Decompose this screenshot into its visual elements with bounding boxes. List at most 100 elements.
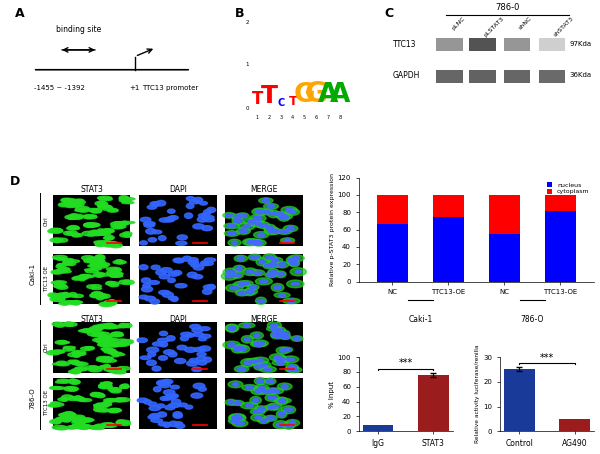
Ellipse shape bbox=[236, 227, 250, 234]
Ellipse shape bbox=[79, 277, 88, 280]
Ellipse shape bbox=[255, 389, 262, 393]
Ellipse shape bbox=[283, 348, 290, 352]
Ellipse shape bbox=[202, 213, 209, 218]
Ellipse shape bbox=[192, 367, 202, 371]
Ellipse shape bbox=[158, 338, 169, 342]
Ellipse shape bbox=[253, 271, 262, 275]
Ellipse shape bbox=[176, 241, 187, 245]
Ellipse shape bbox=[66, 261, 76, 266]
Ellipse shape bbox=[285, 424, 293, 427]
Ellipse shape bbox=[61, 341, 70, 344]
Ellipse shape bbox=[107, 243, 119, 247]
Ellipse shape bbox=[85, 366, 99, 369]
Ellipse shape bbox=[76, 420, 88, 422]
Ellipse shape bbox=[253, 410, 262, 414]
Ellipse shape bbox=[113, 261, 126, 264]
Ellipse shape bbox=[106, 281, 115, 285]
Ellipse shape bbox=[91, 328, 103, 331]
Ellipse shape bbox=[278, 262, 286, 267]
Ellipse shape bbox=[293, 256, 299, 261]
Ellipse shape bbox=[107, 209, 118, 212]
Ellipse shape bbox=[230, 415, 246, 421]
Ellipse shape bbox=[97, 229, 104, 232]
Ellipse shape bbox=[79, 330, 92, 332]
Ellipse shape bbox=[289, 260, 299, 267]
Ellipse shape bbox=[167, 217, 175, 221]
Ellipse shape bbox=[97, 196, 112, 200]
Ellipse shape bbox=[72, 233, 80, 237]
Ellipse shape bbox=[238, 291, 247, 295]
Ellipse shape bbox=[148, 415, 159, 419]
Ellipse shape bbox=[168, 278, 175, 282]
Ellipse shape bbox=[64, 202, 77, 205]
Ellipse shape bbox=[64, 418, 71, 421]
Ellipse shape bbox=[290, 368, 298, 371]
Text: Ctrl: Ctrl bbox=[44, 343, 49, 352]
Ellipse shape bbox=[98, 409, 110, 412]
Ellipse shape bbox=[177, 235, 187, 240]
Ellipse shape bbox=[251, 240, 263, 246]
Ellipse shape bbox=[161, 380, 173, 384]
Ellipse shape bbox=[287, 367, 302, 373]
Text: STAT3: STAT3 bbox=[80, 315, 103, 324]
Ellipse shape bbox=[91, 287, 101, 290]
Ellipse shape bbox=[290, 260, 296, 264]
Ellipse shape bbox=[288, 365, 296, 369]
Ellipse shape bbox=[98, 342, 112, 347]
Ellipse shape bbox=[83, 215, 97, 219]
Ellipse shape bbox=[255, 241, 263, 245]
Ellipse shape bbox=[225, 275, 233, 278]
Ellipse shape bbox=[185, 405, 193, 409]
Ellipse shape bbox=[262, 198, 269, 202]
Ellipse shape bbox=[251, 221, 265, 227]
Ellipse shape bbox=[284, 239, 292, 242]
Ellipse shape bbox=[95, 255, 104, 258]
Text: 36Kda: 36Kda bbox=[570, 72, 592, 78]
Ellipse shape bbox=[188, 260, 199, 265]
Ellipse shape bbox=[73, 203, 84, 207]
Ellipse shape bbox=[196, 356, 206, 361]
Ellipse shape bbox=[68, 370, 80, 373]
Ellipse shape bbox=[267, 273, 275, 277]
Ellipse shape bbox=[62, 413, 76, 417]
Ellipse shape bbox=[73, 353, 80, 357]
Text: A: A bbox=[330, 82, 350, 109]
Ellipse shape bbox=[103, 243, 113, 247]
Ellipse shape bbox=[95, 295, 107, 298]
Ellipse shape bbox=[114, 398, 126, 402]
Ellipse shape bbox=[257, 362, 271, 368]
Ellipse shape bbox=[98, 232, 106, 235]
Ellipse shape bbox=[247, 289, 254, 293]
Ellipse shape bbox=[84, 260, 97, 263]
Ellipse shape bbox=[65, 215, 79, 219]
Text: TTC13 OE: TTC13 OE bbox=[44, 266, 49, 292]
Ellipse shape bbox=[258, 407, 265, 411]
Ellipse shape bbox=[98, 403, 110, 406]
Y-axis label: Relative p-STAT3 protein expression: Relative p-STAT3 protein expression bbox=[330, 173, 335, 286]
Ellipse shape bbox=[254, 365, 263, 368]
Ellipse shape bbox=[233, 415, 241, 419]
Ellipse shape bbox=[106, 340, 116, 343]
Bar bbox=[436, 38, 463, 51]
Ellipse shape bbox=[76, 207, 89, 210]
Ellipse shape bbox=[143, 284, 151, 288]
Ellipse shape bbox=[50, 297, 63, 301]
Ellipse shape bbox=[76, 422, 85, 426]
Ellipse shape bbox=[74, 276, 82, 279]
Ellipse shape bbox=[53, 271, 62, 273]
Ellipse shape bbox=[267, 204, 275, 208]
Ellipse shape bbox=[289, 211, 296, 213]
Ellipse shape bbox=[119, 280, 128, 284]
Bar bbox=[139, 195, 217, 246]
Text: A: A bbox=[318, 82, 338, 109]
Ellipse shape bbox=[64, 301, 74, 304]
Ellipse shape bbox=[268, 229, 275, 232]
Ellipse shape bbox=[268, 257, 283, 263]
Ellipse shape bbox=[55, 387, 65, 389]
Ellipse shape bbox=[113, 222, 127, 225]
Text: Ctrl: Ctrl bbox=[44, 216, 49, 226]
Text: DAPI: DAPI bbox=[169, 315, 187, 324]
Ellipse shape bbox=[250, 285, 256, 289]
Text: shSTAT3: shSTAT3 bbox=[553, 16, 575, 38]
Ellipse shape bbox=[150, 299, 160, 304]
